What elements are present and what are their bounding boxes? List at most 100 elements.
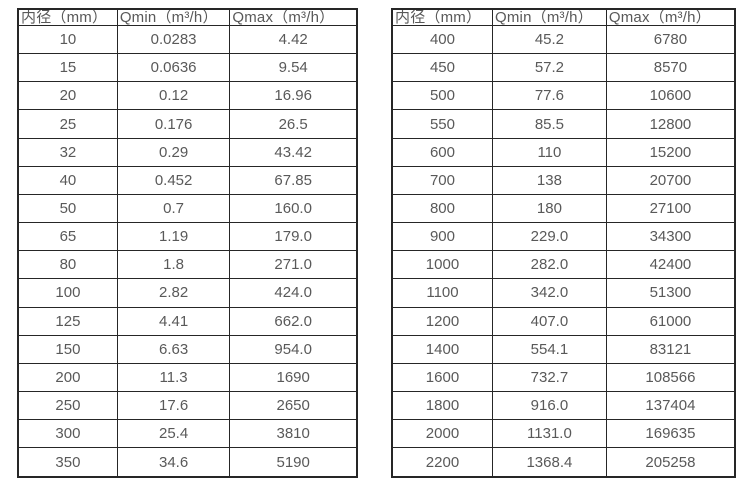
table-cell: 1600 — [391, 362, 493, 393]
table-row: 40 0.452 67.85 — [17, 165, 358, 195]
table-cell: 34300 — [605, 222, 736, 252]
table-row: 25 0.176 26.5 — [17, 109, 358, 139]
table-cell: 250 — [17, 391, 118, 421]
table-cell: 600 — [391, 137, 493, 167]
table-row: 50 0.7 160.0 — [17, 193, 358, 224]
table-cell: 15 — [17, 53, 118, 83]
column-header: 内径（mm） — [391, 8, 493, 26]
table-cell: 271.0 — [229, 250, 358, 280]
table-cell: 700 — [391, 165, 493, 195]
table-row: 10 0.0283 4.42 — [17, 24, 358, 55]
table-cell: 17.6 — [116, 391, 231, 421]
table-row: 200 11.3 1690 — [17, 362, 358, 393]
table-cell: 0.12 — [116, 81, 231, 111]
table-cell: 300 — [17, 419, 118, 449]
column-header: Qmax（m³/h） — [605, 8, 736, 26]
table-cell: 20700 — [605, 165, 736, 195]
table-row: 100 2.82 424.0 — [17, 278, 358, 308]
table-cell: 179.0 — [229, 222, 358, 252]
table-cell: 51300 — [605, 278, 736, 308]
table-row: 2200 1368.4 205258 — [391, 447, 736, 478]
table-cell: 25.4 — [116, 419, 231, 449]
column-header: 内径（mm） — [17, 8, 118, 26]
table-cell: 2000 — [391, 419, 493, 449]
table-cell: 110 — [491, 137, 607, 167]
table-cell: 10 — [17, 24, 118, 55]
table-cell: 8570 — [605, 53, 736, 83]
table-cell: 954.0 — [229, 334, 358, 364]
table-cell: 34.6 — [116, 447, 231, 478]
table-cell: 0.176 — [116, 109, 231, 139]
table-row: 1100 342.0 51300 — [391, 278, 736, 308]
table-row: 250 17.6 2650 — [17, 391, 358, 421]
table-cell: 108566 — [605, 362, 736, 393]
table-row: 350 34.6 5190 — [17, 447, 358, 478]
table-row: 800 180 27100 — [391, 193, 736, 224]
table-row: 600 110 15200 — [391, 137, 736, 167]
table-cell: 1368.4 — [491, 447, 607, 478]
table-row: 1600 732.7 108566 — [391, 362, 736, 393]
table-cell: 2200 — [391, 447, 493, 478]
table-cell: 6.63 — [116, 334, 231, 364]
flow-spec-table-large-diameters: 内径（mm） Qmin（m³/h） Qmax（m³/h） 400 45.2 6780 450… — [391, 8, 736, 478]
table-cell: 1400 — [391, 334, 493, 364]
column-header: Qmin（m³/h） — [116, 8, 231, 26]
table-cell: 732.7 — [491, 362, 607, 393]
table-cell: 900 — [391, 222, 493, 252]
table-cell: 26.5 — [229, 109, 358, 139]
table-cell: 1.19 — [116, 222, 231, 252]
table-cell: 1690 — [229, 362, 358, 393]
table-cell: 10600 — [605, 81, 736, 111]
table-cell: 65 — [17, 222, 118, 252]
table-cell: 42400 — [605, 250, 736, 280]
table-cell: 500 — [391, 81, 493, 111]
table-cell: 83121 — [605, 334, 736, 364]
table-cell: 50 — [17, 193, 118, 224]
table-cell: 0.0283 — [116, 24, 231, 55]
table-cell: 424.0 — [229, 278, 358, 308]
table-cell: 1200 — [391, 306, 493, 336]
table-row: 125 4.41 662.0 — [17, 306, 358, 336]
tables-container: 内径（mm） Qmin（m³/h） Qmax（m³/h） 10 0.0283 4.42 15… — [17, 8, 736, 478]
table-cell: 662.0 — [229, 306, 358, 336]
table-cell: 11.3 — [116, 362, 231, 393]
table-cell: 407.0 — [491, 306, 607, 336]
table-cell: 550 — [391, 109, 493, 139]
table-cell: 138 — [491, 165, 607, 195]
flow-spec-table-small-diameters: 内径（mm） Qmin（m³/h） Qmax（m³/h） 10 0.0283 4.42 15… — [17, 8, 358, 478]
table-cell: 125 — [17, 306, 118, 336]
table-row: 450 57.2 8570 — [391, 53, 736, 83]
table-cell: 282.0 — [491, 250, 607, 280]
table-row: 900 229.0 34300 — [391, 222, 736, 252]
table-cell: 169635 — [605, 419, 736, 449]
table-row: 65 1.19 179.0 — [17, 222, 358, 252]
table-cell: 137404 — [605, 391, 736, 421]
table-row: 1800 916.0 137404 — [391, 391, 736, 421]
table-cell: 77.6 — [491, 81, 607, 111]
table-cell: 100 — [17, 278, 118, 308]
table-cell: 1.8 — [116, 250, 231, 280]
table-cell: 0.452 — [116, 165, 231, 195]
table-row: 300 25.4 3810 — [17, 419, 358, 449]
table-cell: 45.2 — [491, 24, 607, 55]
table-cell: 20 — [17, 81, 118, 111]
table-cell: 200 — [17, 362, 118, 393]
table-cell: 5190 — [229, 447, 358, 478]
table-cell: 0.7 — [116, 193, 231, 224]
table-row: 2000 1131.0 169635 — [391, 419, 736, 449]
table-row: 1400 554.1 83121 — [391, 334, 736, 364]
table-cell: 0.29 — [116, 137, 231, 167]
table-cell: 554.1 — [491, 334, 607, 364]
table-row: 20 0.12 16.96 — [17, 81, 358, 111]
table-row: 1000 282.0 42400 — [391, 250, 736, 280]
table-cell: 3810 — [229, 419, 358, 449]
table-row: 700 138 20700 — [391, 165, 736, 195]
table-cell: 1100 — [391, 278, 493, 308]
table-cell: 800 — [391, 193, 493, 224]
table-cell: 80 — [17, 250, 118, 280]
table-cell: 205258 — [605, 447, 736, 478]
table-cell: 25 — [17, 109, 118, 139]
table-row: 80 1.8 271.0 — [17, 250, 358, 280]
table-cell: 16.96 — [229, 81, 358, 111]
table-cell: 32 — [17, 137, 118, 167]
